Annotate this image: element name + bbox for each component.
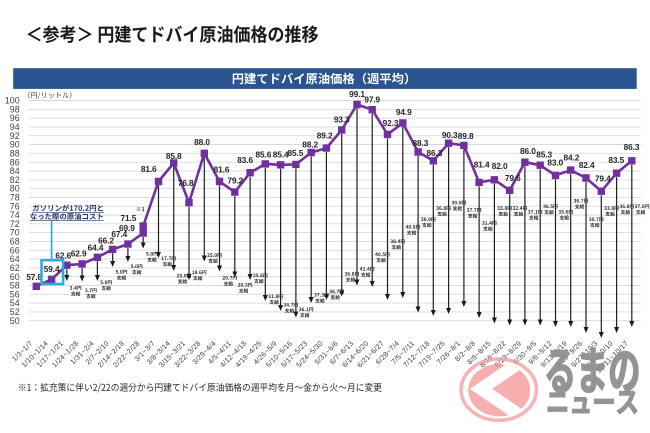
svg-text:78: 78 bbox=[10, 193, 20, 203]
svg-text:79.6: 79.6 bbox=[505, 173, 521, 183]
svg-text:92: 92 bbox=[10, 131, 20, 141]
svg-text:81.6: 81.6 bbox=[214, 164, 230, 174]
svg-text:82.4: 82.4 bbox=[579, 160, 595, 170]
svg-text:79.4: 79.4 bbox=[595, 173, 611, 183]
svg-text:64.4: 64.4 bbox=[88, 242, 104, 252]
svg-text:86.3: 86.3 bbox=[427, 148, 443, 158]
svg-text:66: 66 bbox=[10, 245, 20, 255]
svg-text:84: 84 bbox=[10, 166, 20, 176]
svg-text:60: 60 bbox=[10, 272, 20, 282]
svg-text:67.4: 67.4 bbox=[111, 229, 127, 239]
svg-text:98: 98 bbox=[10, 104, 20, 114]
svg-text:93.3: 93.3 bbox=[334, 115, 350, 125]
svg-text:58: 58 bbox=[10, 281, 20, 291]
svg-text:88.3: 88.3 bbox=[413, 138, 429, 148]
svg-text:81.6: 81.6 bbox=[141, 164, 157, 174]
svg-text:59.4: 59.4 bbox=[44, 264, 60, 274]
svg-text:68: 68 bbox=[10, 237, 20, 247]
svg-text:96: 96 bbox=[10, 113, 20, 123]
svg-text:92.3: 92.3 bbox=[383, 118, 399, 128]
svg-text:57.8: 57.8 bbox=[26, 272, 42, 282]
svg-text:99.1: 99.1 bbox=[349, 89, 365, 99]
svg-text:74: 74 bbox=[10, 210, 20, 220]
svg-text:83.0: 83.0 bbox=[547, 157, 563, 167]
svg-text:54: 54 bbox=[10, 298, 20, 308]
svg-text:76.8: 76.8 bbox=[178, 178, 194, 188]
svg-text:66.2: 66.2 bbox=[98, 235, 114, 245]
svg-text:80: 80 bbox=[10, 184, 20, 194]
svg-text:76: 76 bbox=[10, 201, 20, 211]
svg-text:82.0: 82.0 bbox=[492, 161, 508, 171]
svg-text:79.2: 79.2 bbox=[227, 175, 243, 185]
svg-text:82: 82 bbox=[10, 175, 20, 185]
svg-text:70: 70 bbox=[10, 228, 20, 238]
svg-text:85.8: 85.8 bbox=[166, 151, 182, 161]
svg-text:89.8: 89.8 bbox=[458, 131, 474, 141]
svg-text:56: 56 bbox=[10, 289, 20, 299]
svg-text:64: 64 bbox=[10, 254, 20, 264]
svg-text:89.2: 89.2 bbox=[317, 130, 333, 140]
svg-text:90.3: 90.3 bbox=[442, 130, 458, 140]
svg-text:69.9: 69.9 bbox=[119, 223, 135, 233]
svg-text:84.2: 84.2 bbox=[564, 152, 580, 162]
svg-text:86: 86 bbox=[10, 157, 20, 167]
svg-text:50: 50 bbox=[10, 316, 20, 326]
svg-text:62: 62 bbox=[10, 263, 20, 273]
svg-text:88: 88 bbox=[10, 148, 20, 158]
svg-text:100: 100 bbox=[5, 96, 20, 106]
svg-text:86.0: 86.0 bbox=[520, 146, 536, 156]
svg-text:83.5: 83.5 bbox=[608, 155, 624, 165]
svg-text:85.4: 85.4 bbox=[273, 150, 289, 160]
svg-text:86.3: 86.3 bbox=[624, 142, 640, 152]
svg-text:83.6: 83.6 bbox=[237, 155, 253, 165]
svg-text:85.5: 85.5 bbox=[288, 148, 304, 158]
svg-text:88.2: 88.2 bbox=[302, 140, 318, 150]
svg-text:71.5: 71.5 bbox=[121, 213, 137, 223]
svg-text:52: 52 bbox=[10, 307, 20, 317]
svg-text:62.9: 62.9 bbox=[71, 249, 87, 259]
svg-text:72: 72 bbox=[10, 219, 20, 229]
svg-text:85.6: 85.6 bbox=[256, 150, 272, 160]
svg-text:90: 90 bbox=[10, 140, 20, 150]
svg-text:97.9: 97.9 bbox=[364, 94, 380, 104]
svg-text:94.9: 94.9 bbox=[396, 107, 412, 117]
svg-text:94: 94 bbox=[10, 122, 20, 132]
svg-text:85.3: 85.3 bbox=[536, 150, 552, 160]
svg-text:62.6: 62.6 bbox=[55, 250, 71, 260]
svg-text:81.4: 81.4 bbox=[474, 159, 490, 169]
svg-text:88.0: 88.0 bbox=[194, 137, 210, 147]
